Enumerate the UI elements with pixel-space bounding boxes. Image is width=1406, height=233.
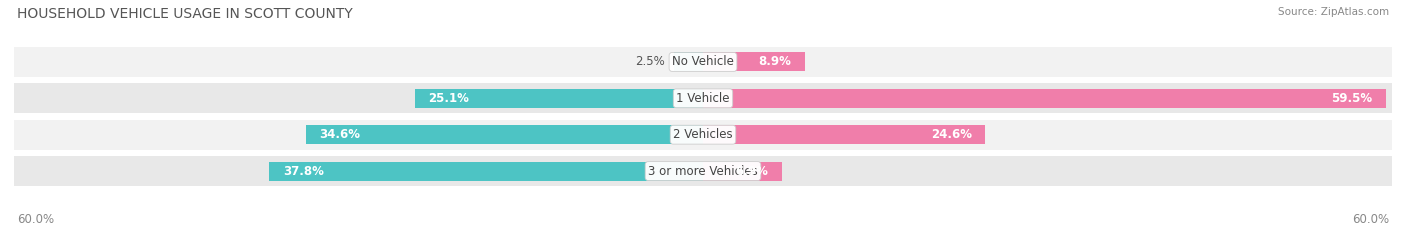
Text: No Vehicle: No Vehicle bbox=[672, 55, 734, 69]
Text: Source: ZipAtlas.com: Source: ZipAtlas.com bbox=[1278, 7, 1389, 17]
Text: 2.5%: 2.5% bbox=[636, 55, 665, 69]
Text: 60.0%: 60.0% bbox=[17, 213, 53, 226]
Bar bbox=[415, 89, 703, 108]
Text: 34.6%: 34.6% bbox=[319, 128, 360, 141]
Text: 60.0%: 60.0% bbox=[1353, 213, 1389, 226]
Bar bbox=[269, 162, 703, 181]
Bar bbox=[703, 89, 1386, 108]
Text: 3 or more Vehicles: 3 or more Vehicles bbox=[648, 164, 758, 178]
Text: 6.9%: 6.9% bbox=[735, 164, 769, 178]
Text: HOUSEHOLD VEHICLE USAGE IN SCOTT COUNTY: HOUSEHOLD VEHICLE USAGE IN SCOTT COUNTY bbox=[17, 7, 353, 21]
Text: 1 Vehicle: 1 Vehicle bbox=[676, 92, 730, 105]
Bar bbox=[14, 47, 1392, 77]
Text: 37.8%: 37.8% bbox=[283, 164, 323, 178]
Bar bbox=[14, 83, 1392, 113]
Text: 2 Vehicles: 2 Vehicles bbox=[673, 128, 733, 141]
Bar bbox=[14, 156, 1392, 186]
Bar bbox=[305, 125, 703, 144]
Bar bbox=[675, 52, 703, 71]
Bar bbox=[703, 162, 782, 181]
Text: 59.5%: 59.5% bbox=[1331, 92, 1372, 105]
Bar bbox=[14, 120, 1392, 150]
Text: 24.6%: 24.6% bbox=[931, 128, 972, 141]
Text: 25.1%: 25.1% bbox=[429, 92, 470, 105]
Bar bbox=[703, 52, 806, 71]
Bar bbox=[703, 125, 986, 144]
Text: 8.9%: 8.9% bbox=[759, 55, 792, 69]
